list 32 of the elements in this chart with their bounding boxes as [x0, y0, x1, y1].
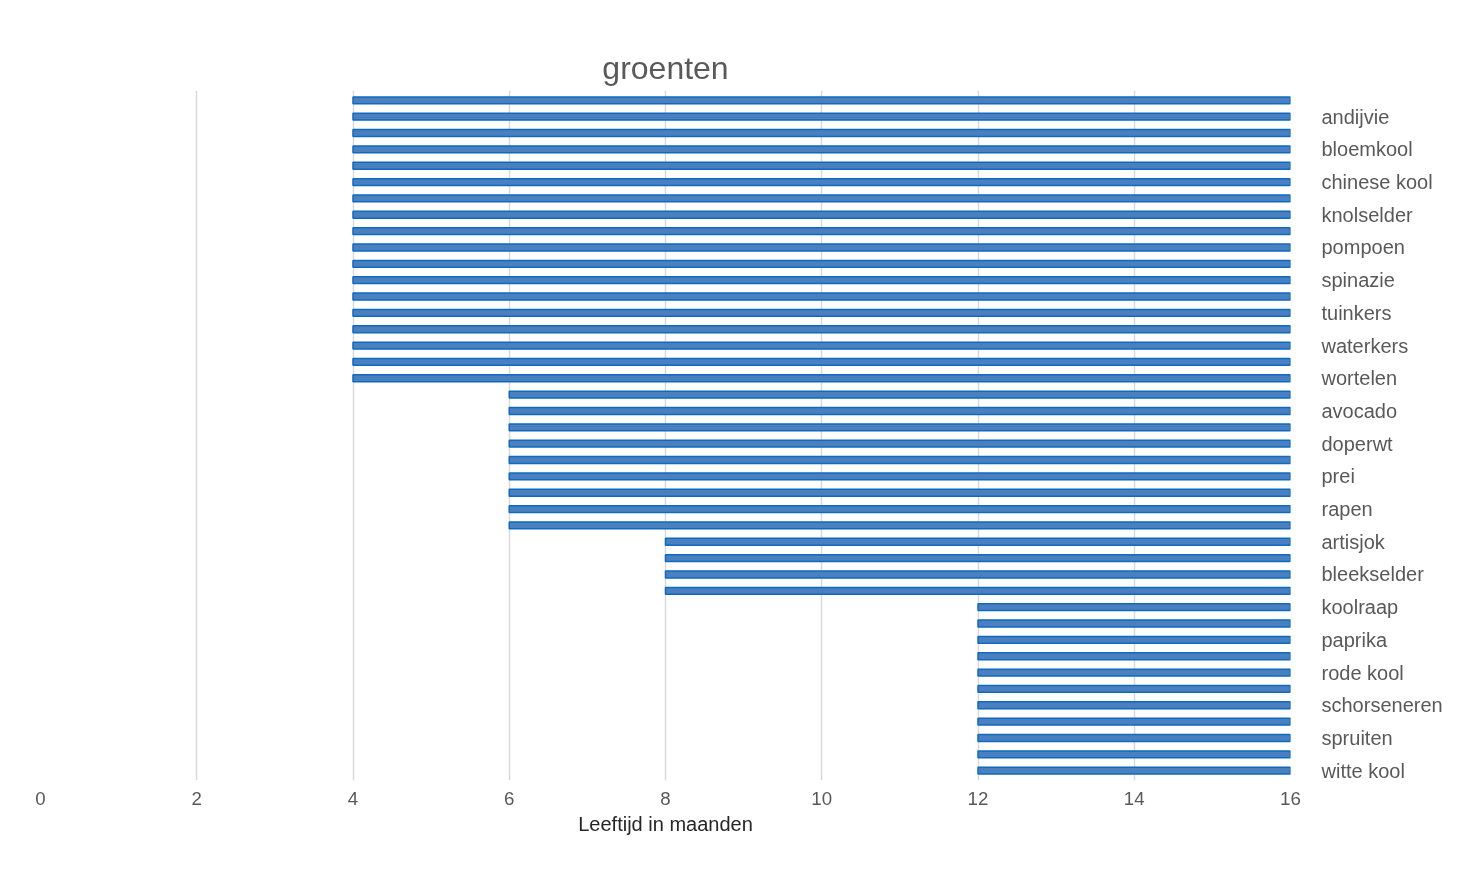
y-tick-label: bleekselder [1321, 563, 1425, 586]
y-tick-label: doperwt [1321, 432, 1394, 455]
x-tick-label: 14 [1123, 787, 1145, 809]
y-tick-label: paprika [1321, 628, 1388, 651]
y-tick-label: artisjok [1321, 530, 1386, 553]
x-tick-label: 16 [1280, 787, 1301, 809]
y-tick-label: tuinkers [1321, 301, 1392, 324]
y-tick-label: rapen [1321, 498, 1373, 521]
x-tick-label: 8 [660, 787, 671, 809]
y-tick-label: schorseneren [1321, 694, 1443, 717]
x-tick-label: 6 [504, 787, 515, 809]
y-tick-label: prei [1321, 465, 1355, 488]
y-tick-label: witte kool [1320, 759, 1405, 782]
x-tick-label: 2 [191, 787, 202, 809]
y-tick-label: bloemkool [1321, 138, 1413, 161]
y-tick-label: knolselder [1321, 203, 1413, 226]
x-tick-label: 4 [347, 787, 359, 809]
chart-title: groenten [602, 49, 729, 86]
y-tick-label: wortelen [1320, 367, 1398, 390]
y-tick-label: spinazie [1321, 269, 1395, 292]
x-tick-label: 10 [811, 787, 833, 809]
y-tick-label: spruiten [1321, 726, 1393, 749]
x-axis-title: Leeftijd in maanden [578, 812, 753, 835]
y-tick-label: waterkers [1320, 334, 1409, 357]
x-tick-label: 0 [35, 787, 46, 809]
y-tick-label: pompoen [1321, 236, 1405, 259]
x-tick-label: 12 [967, 787, 989, 809]
y-tick-label: chinese kool [1321, 171, 1433, 194]
y-tick-label: rode kool [1321, 661, 1404, 684]
y-tick-label: andijvie [1321, 105, 1390, 128]
y-tick-label: koolraap [1321, 596, 1399, 619]
y-tick-label: avocado [1321, 399, 1398, 422]
